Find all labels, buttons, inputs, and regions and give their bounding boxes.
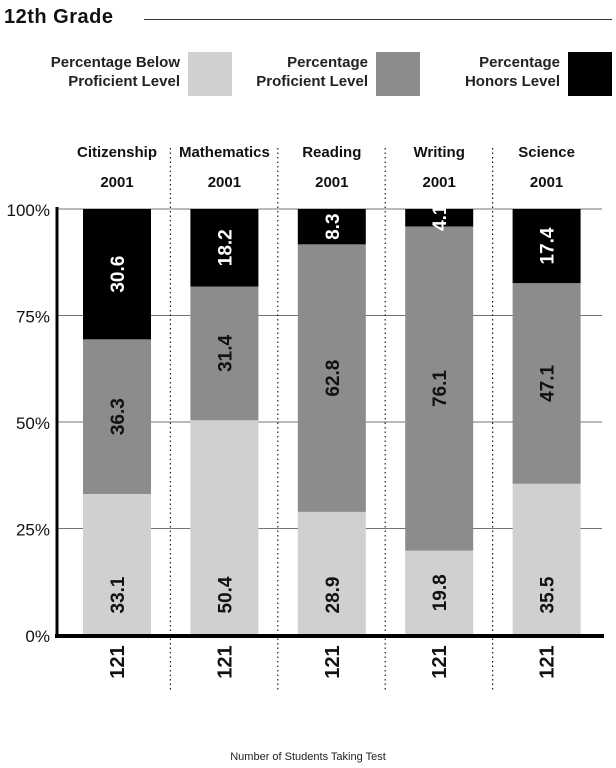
bar-value-label: 47.1 (538, 365, 559, 402)
bar-value-label: 19.8 (430, 574, 451, 611)
bar-segment (297, 244, 366, 512)
legend-swatch-below-proficient (188, 52, 232, 96)
bar-value-label: 4.1 (430, 204, 451, 231)
student-count-label: 121 (322, 645, 344, 678)
bar-segment (190, 420, 259, 635)
y-tick-label: 0% (25, 627, 50, 646)
bar-segment (83, 339, 151, 494)
y-tick-label: 100% (7, 201, 50, 220)
bar-value-label: 18.2 (215, 229, 236, 266)
legend-item-honors: Percentage Honors Level (0, 52, 612, 98)
bar-value-label: 31.4 (215, 334, 236, 371)
category-year-label: 2001 (423, 174, 456, 191)
category-year-label: 2001 (530, 174, 563, 191)
bar-value-label: 36.3 (108, 398, 129, 435)
legend-swatch-honors (568, 52, 612, 96)
legend-label-below-proficient: Percentage Below Proficient Level (50, 54, 180, 90)
student-count-label: 121 (107, 645, 129, 678)
bar-segment (83, 493, 151, 635)
legend-label-honors: Percentage Honors Level (464, 54, 560, 90)
category-label: Citizenship (77, 144, 157, 161)
legend-item-proficient: Percentage Proficient Level (0, 52, 420, 98)
bar-value-label: 17.4 (538, 227, 559, 264)
bar-segment (405, 550, 474, 635)
bar-segment (190, 286, 259, 421)
bar-value-label: 76.1 (430, 370, 451, 407)
chart-title: 12th Grade (4, 6, 122, 29)
bar-value-label: 33.1 (108, 576, 129, 613)
legend: Percentage Below Proficient Level Percen… (0, 52, 616, 98)
category-label: Mathematics (179, 144, 270, 161)
bar-segment (83, 209, 151, 340)
student-count-label: 121 (537, 645, 559, 678)
y-tick-label: 25% (16, 521, 50, 540)
bar-value-label: 28.9 (323, 577, 344, 614)
title-rule (144, 19, 612, 20)
bar-segment (512, 209, 581, 284)
title-row: 12th Grade (4, 2, 612, 32)
bar-value-label: 50.4 (215, 576, 236, 613)
category-year-label: 2001 (315, 174, 348, 191)
bar-segment (297, 511, 366, 635)
legend-item-below-proficient: Percentage Below Proficient Level (0, 52, 232, 98)
bar-segment (512, 483, 581, 635)
bar-segment (297, 209, 366, 245)
bar-value-label: 35.5 (538, 576, 559, 613)
student-count-label: 121 (214, 645, 236, 678)
bar-value-label: 8.3 (323, 213, 344, 239)
category-year-label: 2001 (100, 174, 133, 191)
bar-segment (512, 283, 581, 484)
y-tick-label: 50% (16, 414, 50, 433)
bar-segment (405, 226, 474, 551)
category-label: Reading (302, 144, 361, 161)
category-year-label: 2001 (208, 174, 241, 191)
student-count-label: 121 (429, 645, 451, 678)
stacked-bar-chart: 0% 25% 50% 75% 100% 33.1 36.3 30.6 Citizenship 20… (7, 144, 604, 690)
category-label: Writing (414, 144, 465, 161)
bar-value-label: 62.8 (323, 360, 344, 397)
bar-segment (190, 209, 259, 287)
y-tick-label: 75% (16, 308, 50, 327)
students-axis-caption: Number of Students Taking Test (230, 751, 386, 763)
legend-label-proficient: Percentage Proficient Level (256, 54, 368, 90)
bar-segment (405, 209, 474, 227)
bar-value-label: 30.6 (108, 256, 129, 293)
category-label: Science (518, 144, 575, 161)
legend-swatch-proficient (376, 52, 420, 96)
